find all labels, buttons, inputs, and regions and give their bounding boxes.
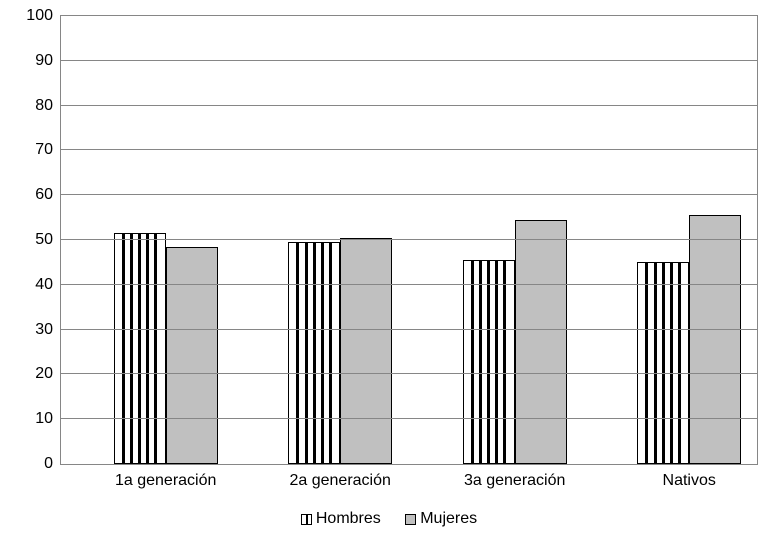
legend-item-mujeres: Mujeres <box>405 510 477 528</box>
ytick-label: 20 <box>35 365 61 383</box>
bar-stripes <box>115 234 165 463</box>
legend-item-hombres: Hombres <box>301 510 381 528</box>
ytick-label: 100 <box>26 7 61 25</box>
gridline <box>61 284 757 285</box>
gridline <box>61 105 757 106</box>
bar-stripes <box>638 263 688 463</box>
gridline <box>61 149 757 150</box>
bar-mujeres <box>340 238 392 464</box>
ytick-label: 90 <box>35 52 61 70</box>
bar-hombres <box>637 262 689 464</box>
xtick-label: 3a generación <box>464 464 565 490</box>
ytick-label: 70 <box>35 141 61 159</box>
bar-stripes <box>289 243 339 463</box>
bar-stripes <box>464 261 514 463</box>
legend-label-mujeres: Mujeres <box>420 510 477 528</box>
bars-layer <box>61 16 757 464</box>
legend: Hombres Mujeres <box>0 510 778 530</box>
legend-swatch-mujeres <box>405 514 416 525</box>
legend-label-hombres: Hombres <box>316 510 381 528</box>
ytick-label: 50 <box>35 231 61 249</box>
bar-mujeres <box>166 247 218 464</box>
gridline <box>61 373 757 374</box>
xtick-label: Nativos <box>663 464 716 490</box>
xtick-label: 2a generación <box>289 464 390 490</box>
ytick-label: 10 <box>35 410 61 428</box>
bar-group <box>288 16 392 464</box>
ytick-label: 60 <box>35 186 61 204</box>
bar-mujeres <box>515 220 567 464</box>
bar-mujeres <box>689 215 741 464</box>
bar-group <box>637 16 741 464</box>
chart-container: 0 10 20 30 40 50 60 70 80 90 100 1a generación 2a ge… <box>0 0 778 541</box>
gridline <box>61 329 757 330</box>
gridline <box>61 60 757 61</box>
ytick-label: 0 <box>44 455 61 473</box>
bar-group <box>114 16 218 464</box>
bar-hombres <box>114 233 166 464</box>
plot-area: 01020304050607080901001a generación2a ge… <box>60 15 758 465</box>
ytick-label: 80 <box>35 97 61 115</box>
gridline <box>61 418 757 419</box>
bar-hombres <box>288 242 340 464</box>
ytick-label: 40 <box>35 276 61 294</box>
gridline <box>61 194 757 195</box>
ytick-label: 30 <box>35 321 61 339</box>
xtick-label: 1a generación <box>115 464 216 490</box>
bar-group <box>463 16 567 464</box>
bar-hombres <box>463 260 515 464</box>
gridline <box>61 239 757 240</box>
legend-swatch-hombres <box>301 514 312 525</box>
